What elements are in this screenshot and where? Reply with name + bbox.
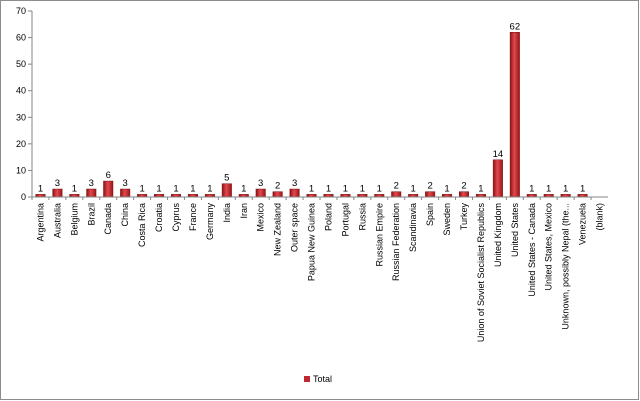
category-label: United States - Canada xyxy=(527,203,537,297)
category-label: Germany xyxy=(205,203,215,241)
data-label: 1 xyxy=(529,183,534,194)
data-label: 2 xyxy=(427,181,432,192)
bar xyxy=(459,191,469,198)
y-tick-label: 50 xyxy=(16,59,26,69)
data-label: 1 xyxy=(343,183,348,194)
category-label: Belgium xyxy=(69,203,79,236)
bars xyxy=(35,32,588,198)
category-label: Venezuela xyxy=(578,203,588,245)
bar xyxy=(103,180,114,198)
data-label: 1 xyxy=(139,183,144,194)
data-label: 6 xyxy=(106,170,111,181)
category-label: India xyxy=(222,203,232,223)
data-label: 14 xyxy=(493,149,504,160)
data-label: 2 xyxy=(461,181,466,192)
y-tick-label: 10 xyxy=(16,165,26,175)
data-label: 1 xyxy=(72,183,77,194)
y-tick-label: 20 xyxy=(16,139,26,149)
y-tick-label: 70 xyxy=(16,6,26,16)
data-label: 1 xyxy=(326,183,331,194)
category-label: Russian Federation xyxy=(391,203,401,281)
data-label: 1 xyxy=(173,183,178,194)
bar xyxy=(52,188,63,198)
data-label: 5 xyxy=(224,173,229,184)
data-label: 3 xyxy=(123,178,128,189)
category-label: Mexico xyxy=(256,203,266,232)
data-label: 1 xyxy=(444,183,449,194)
data-label: 1 xyxy=(309,183,314,194)
x-axis: Argentina Australia Belgium Brazil Canada Chi… xyxy=(31,196,608,343)
category-label: Scandinavia xyxy=(408,203,418,252)
data-label: 3 xyxy=(55,178,60,189)
category-label: Russia xyxy=(357,203,367,231)
category-label: United States, Mexico xyxy=(544,203,554,291)
category-label: Iran xyxy=(239,203,249,219)
data-label: 1 xyxy=(580,183,585,194)
data-label: 1 xyxy=(563,183,568,194)
data-label: 2 xyxy=(394,181,399,192)
bar xyxy=(272,191,283,198)
data-label: 1 xyxy=(38,183,43,194)
bar xyxy=(425,191,436,198)
category-label: Outer space xyxy=(290,203,300,252)
data-label: 3 xyxy=(258,178,263,189)
data-label: 1 xyxy=(546,183,551,194)
bar xyxy=(221,183,232,198)
y-tick-label: 40 xyxy=(16,86,26,96)
y-tick-label: 30 xyxy=(16,112,26,122)
category-label: Portugal xyxy=(340,203,350,237)
data-label: 1 xyxy=(360,183,365,194)
data-label: 1 xyxy=(478,183,483,194)
category-label: China xyxy=(120,203,130,227)
y-tick-label: 60 xyxy=(16,33,26,43)
category-label: Canada xyxy=(103,203,113,235)
category-label: United Kingdom xyxy=(493,203,503,267)
data-label: 1 xyxy=(377,183,382,194)
category-label: Spain xyxy=(425,203,435,226)
data-label: 1 xyxy=(156,183,161,194)
category-label: Papua New Guinea xyxy=(307,203,317,281)
category-label: France xyxy=(188,203,198,231)
category-label: Sweden xyxy=(442,203,452,236)
data-label: 1 xyxy=(241,183,246,194)
category-label: Argentina xyxy=(35,203,45,242)
category-label: Poland xyxy=(323,203,333,231)
y-axis: 0 10 20 30 40 50 60 70 xyxy=(16,6,33,202)
bar xyxy=(255,188,266,198)
y-tick-label: 0 xyxy=(21,192,26,202)
category-label: Union of Soviet Socialist Republics xyxy=(476,203,486,343)
category-label: Costa Rica xyxy=(137,203,147,247)
category-label: Turkey xyxy=(459,203,469,231)
data-label: 3 xyxy=(89,178,94,189)
bar xyxy=(86,188,97,198)
category-label: Russian Empire xyxy=(374,203,384,267)
legend-swatch xyxy=(304,376,310,382)
data-label: 2 xyxy=(275,181,280,192)
data-label: 3 xyxy=(292,178,297,189)
data-label: 1 xyxy=(190,183,195,194)
category-label: (blank) xyxy=(595,203,605,231)
data-label: 1 xyxy=(207,183,212,194)
category-label: Cyprus xyxy=(171,203,181,232)
bar xyxy=(391,191,402,198)
category-label: United States xyxy=(510,203,520,258)
bar xyxy=(289,188,300,198)
category-label: Croatia xyxy=(154,203,164,232)
legend: Total xyxy=(304,374,332,384)
category-label: Australia xyxy=(52,203,62,238)
bar xyxy=(509,32,520,198)
bar xyxy=(492,159,503,198)
category-label: New Zealand xyxy=(273,203,283,256)
data-label: 62 xyxy=(510,21,521,32)
bar xyxy=(120,188,131,198)
category-label: Brazil xyxy=(86,203,96,226)
legend-label: Total xyxy=(313,374,332,384)
category-label: Unknown, possibly Nepal (the... xyxy=(561,203,571,330)
data-label: 1 xyxy=(411,183,416,194)
